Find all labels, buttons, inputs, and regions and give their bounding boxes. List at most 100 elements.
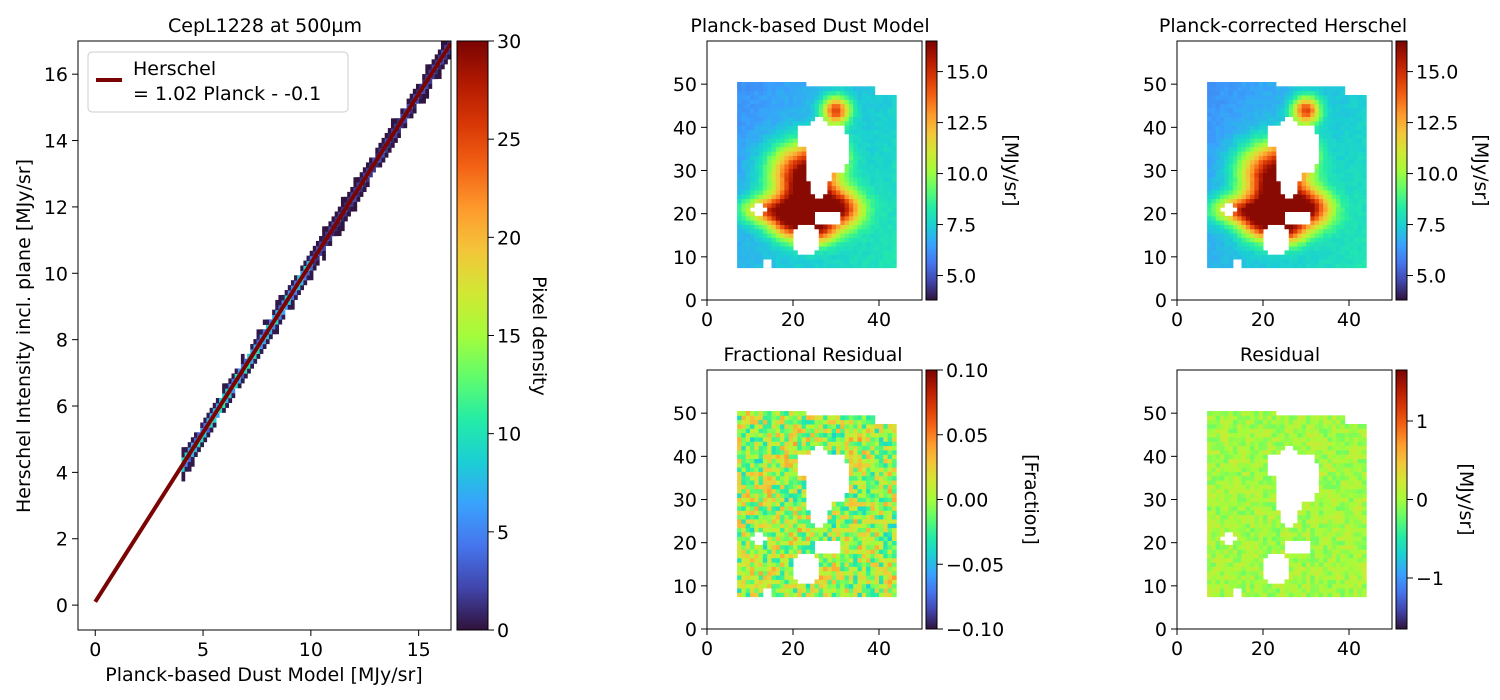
map-pixel bbox=[762, 549, 768, 554]
map-pixel bbox=[1288, 202, 1294, 208]
map-pixel bbox=[750, 436, 755, 442]
map-pixel bbox=[1293, 258, 1298, 264]
density-cell bbox=[284, 304, 289, 310]
map-pixel bbox=[1301, 241, 1307, 247]
map-pixel bbox=[861, 129, 867, 135]
map-pixel bbox=[1263, 146, 1268, 152]
map-pixel bbox=[1271, 176, 1277, 182]
y-tick-label: 10 bbox=[673, 576, 697, 598]
map-pixel bbox=[866, 497, 871, 503]
map-pixel bbox=[848, 579, 854, 585]
map-pixel bbox=[737, 510, 742, 516]
map-pixel bbox=[870, 202, 876, 208]
map-pixel bbox=[1349, 159, 1354, 165]
map-pixel bbox=[861, 103, 867, 109]
map-pixel bbox=[1340, 138, 1346, 143]
map-pixel bbox=[784, 549, 790, 554]
map-pixel bbox=[879, 194, 884, 200]
map-pixel bbox=[767, 454, 772, 459]
map-pixel bbox=[793, 436, 798, 442]
map-pixel bbox=[793, 164, 798, 169]
map-pixel bbox=[1228, 544, 1234, 550]
density-cell bbox=[281, 309, 286, 315]
density-cell bbox=[353, 201, 358, 207]
map-pixel bbox=[861, 215, 867, 221]
map-pixel bbox=[818, 86, 824, 92]
map-pixel bbox=[1297, 99, 1303, 105]
map-pixel bbox=[848, 557, 854, 563]
map-pixel bbox=[745, 146, 751, 152]
map-pixel bbox=[1215, 553, 1221, 559]
map-pixel bbox=[827, 198, 833, 204]
map-pixel bbox=[1232, 484, 1238, 490]
map-pixel bbox=[1207, 471, 1212, 477]
map-pixel bbox=[1207, 138, 1212, 143]
map-pixel bbox=[1327, 133, 1333, 139]
map-pixel bbox=[879, 198, 884, 204]
map-pixel bbox=[745, 237, 751, 243]
map-pixel bbox=[1336, 181, 1341, 187]
map-pixel bbox=[1237, 233, 1242, 238]
map-pixel bbox=[780, 428, 785, 434]
map-pixel bbox=[861, 467, 867, 472]
map-pixel bbox=[1211, 531, 1217, 537]
map-pixel bbox=[754, 215, 760, 221]
map-pixel bbox=[887, 488, 893, 494]
map-pixel bbox=[1318, 215, 1324, 221]
map-pixel bbox=[745, 155, 751, 161]
density-cell bbox=[334, 225, 339, 232]
map-pixel bbox=[1263, 168, 1268, 174]
map-pixel bbox=[745, 125, 751, 130]
map-pixel bbox=[762, 480, 768, 485]
map-pixel bbox=[1224, 125, 1230, 130]
map-pixel bbox=[1224, 415, 1230, 421]
map-pixel bbox=[1241, 215, 1247, 221]
map-pixel bbox=[750, 415, 755, 421]
map-pixel bbox=[750, 505, 755, 511]
map-pixel bbox=[836, 449, 841, 455]
map-pixel bbox=[866, 462, 871, 468]
map-pixel bbox=[750, 220, 755, 225]
map-pixel bbox=[775, 553, 781, 559]
map-pixel bbox=[801, 254, 807, 260]
map-pixel bbox=[737, 518, 742, 524]
map-pixel bbox=[745, 250, 751, 256]
map-pixel bbox=[1241, 112, 1247, 118]
density-cell bbox=[297, 275, 301, 281]
map-pixel bbox=[767, 562, 772, 567]
density-cell bbox=[440, 44, 445, 51]
density-cell bbox=[275, 309, 280, 315]
map-pixel bbox=[775, 107, 781, 113]
map-pixel bbox=[750, 432, 755, 438]
y-tick-label: 4 bbox=[56, 462, 68, 484]
map-pixel bbox=[1228, 462, 1234, 468]
map-pixel bbox=[831, 258, 837, 264]
map-pixel bbox=[1220, 428, 1225, 434]
map-pixel bbox=[853, 488, 858, 494]
map-pixel bbox=[1245, 103, 1251, 109]
map-pixel bbox=[1353, 99, 1359, 105]
map-pixel bbox=[1220, 211, 1225, 217]
map-pixel bbox=[1215, 103, 1221, 109]
map-pixel bbox=[1323, 94, 1328, 100]
map-pixel bbox=[1357, 215, 1363, 221]
map-pixel bbox=[891, 142, 897, 148]
map-pixel bbox=[866, 419, 871, 425]
density-cell bbox=[381, 137, 386, 144]
map-pixel bbox=[870, 493, 876, 498]
map-pixel bbox=[801, 94, 807, 100]
map-pixel bbox=[1353, 181, 1359, 187]
map-pixel bbox=[1220, 449, 1225, 455]
map-pixel bbox=[883, 146, 889, 152]
density-cell bbox=[265, 338, 270, 345]
map-pixel bbox=[1228, 557, 1234, 563]
map-pixel bbox=[1353, 138, 1359, 143]
map-pixel bbox=[848, 575, 854, 580]
map-pixel bbox=[840, 116, 846, 122]
map-pixel bbox=[1224, 138, 1230, 143]
map-pixel bbox=[745, 215, 751, 221]
map-pixel bbox=[788, 510, 794, 516]
map-pixel bbox=[840, 505, 846, 511]
map-pixel bbox=[1211, 159, 1217, 165]
map-pixel bbox=[1301, 246, 1307, 251]
